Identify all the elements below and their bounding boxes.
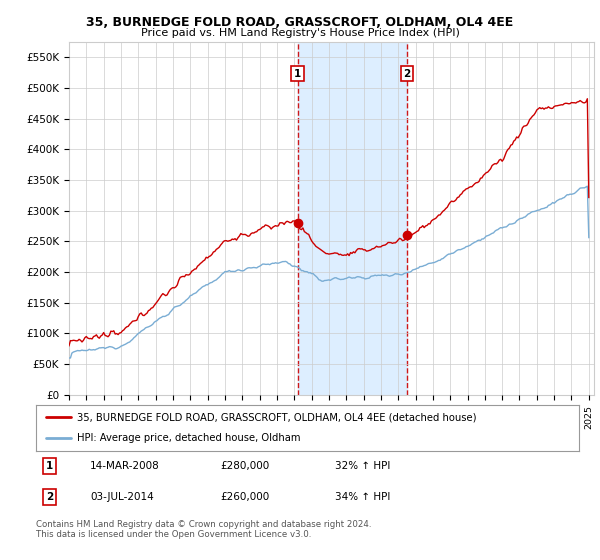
Text: 34% ↑ HPI: 34% ↑ HPI <box>335 492 390 502</box>
Text: 1: 1 <box>294 69 301 79</box>
Text: 14-MAR-2008: 14-MAR-2008 <box>91 461 160 471</box>
Text: £260,000: £260,000 <box>221 492 270 502</box>
Text: Price paid vs. HM Land Registry's House Price Index (HPI): Price paid vs. HM Land Registry's House … <box>140 28 460 38</box>
Text: 32% ↑ HPI: 32% ↑ HPI <box>335 461 390 471</box>
Text: 2: 2 <box>46 492 53 502</box>
Text: 35, BURNEDGE FOLD ROAD, GRASSCROFT, OLDHAM, OL4 4EE: 35, BURNEDGE FOLD ROAD, GRASSCROFT, OLDH… <box>86 16 514 29</box>
Text: 35, BURNEDGE FOLD ROAD, GRASSCROFT, OLDHAM, OL4 4EE (detached house): 35, BURNEDGE FOLD ROAD, GRASSCROFT, OLDH… <box>77 412 476 422</box>
Text: £280,000: £280,000 <box>221 461 270 471</box>
Bar <box>298 42 407 395</box>
Text: 1: 1 <box>46 461 53 471</box>
Text: HPI: Average price, detached house, Oldham: HPI: Average price, detached house, Oldh… <box>77 433 300 444</box>
Text: 2: 2 <box>403 69 410 79</box>
Text: 03-JUL-2014: 03-JUL-2014 <box>91 492 154 502</box>
Text: Contains HM Land Registry data © Crown copyright and database right 2024.
This d: Contains HM Land Registry data © Crown c… <box>36 520 371 539</box>
